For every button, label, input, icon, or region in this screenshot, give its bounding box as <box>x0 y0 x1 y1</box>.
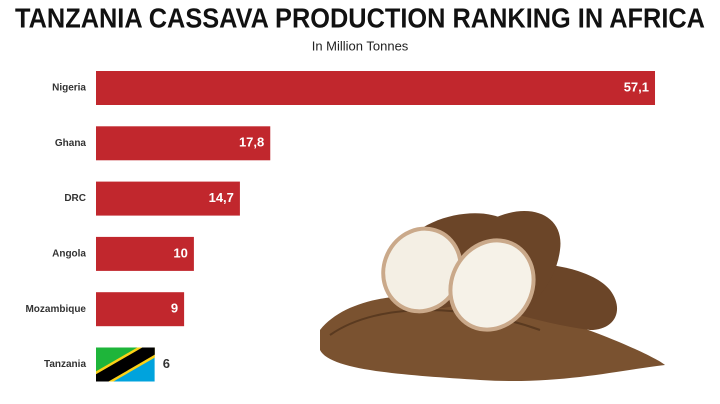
category-label: DRC <box>64 193 86 204</box>
cassava-root <box>320 295 665 382</box>
flag-black <box>96 347 155 382</box>
bar <box>96 236 194 271</box>
value-label: 57,1 <box>624 79 649 94</box>
chart-title: TANZANIA CASSAVA PRODUCTION RANKING IN A… <box>15 2 705 33</box>
category-label: Ghana <box>55 138 87 149</box>
value-label: 10 <box>173 245 187 260</box>
bar <box>96 181 240 216</box>
category-label: Angola <box>52 249 86 260</box>
cassava-illustration <box>320 211 665 382</box>
cassava-cut <box>448 238 536 332</box>
category-label: Tanzania <box>44 359 86 370</box>
value-label: 6 <box>163 356 170 371</box>
category-label: Nigeria <box>52 83 86 94</box>
chart-subtitle: In Million Tonnes <box>312 38 409 53</box>
value-label: 14,7 <box>209 190 234 205</box>
bar <box>96 292 185 327</box>
bar <box>96 126 271 161</box>
bar <box>96 71 656 105</box>
category-label: Mozambique <box>25 304 86 315</box>
value-label: 17,8 <box>239 135 264 150</box>
flag-bar <box>96 347 155 382</box>
value-label: 9 <box>171 301 178 316</box>
